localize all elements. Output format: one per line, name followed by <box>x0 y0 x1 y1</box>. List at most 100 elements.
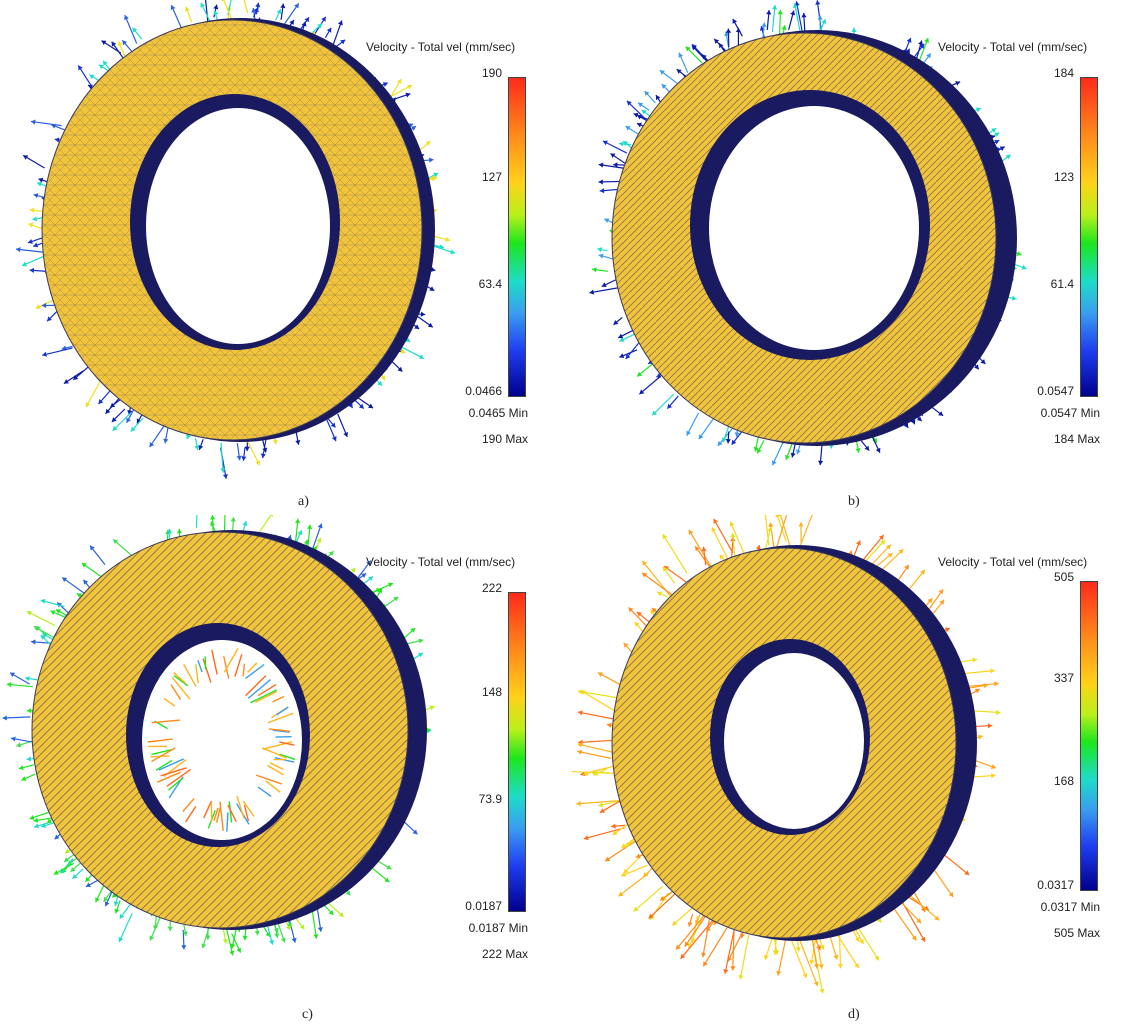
velocity-arrow-head <box>904 564 909 570</box>
velocity-arrow-head <box>297 530 303 536</box>
velocity-arrow <box>267 712 294 724</box>
velocity-arrow-head <box>903 422 909 428</box>
velocity-arrow-head <box>706 926 712 932</box>
velocity-arrow-head <box>583 835 589 841</box>
velocity-arrow-head <box>33 242 39 248</box>
velocity-arrow <box>247 662 258 673</box>
velocity-arrow-head <box>285 925 291 931</box>
min-value-label: 0.0547 Min <box>1040 406 1100 420</box>
velocity-arrow-head <box>33 193 39 199</box>
velocity-arrow-head <box>792 3 798 8</box>
panel-caption: b) <box>848 494 860 509</box>
velocity-arrow-head <box>51 123 57 129</box>
velocity-arrow-head <box>194 445 200 450</box>
velocity-arrow-head <box>377 588 383 594</box>
velocity-arrow-head <box>598 179 603 185</box>
panel-caption: d) <box>848 1007 860 1022</box>
velocity-arrow-head <box>815 0 821 5</box>
velocity-arrow <box>739 934 750 980</box>
velocity-arrow-head <box>753 446 759 452</box>
velocity-arrow <box>279 741 295 746</box>
velocity-arrow <box>234 654 243 677</box>
velocity-arrow <box>729 521 747 558</box>
velocity-arrow-head <box>236 947 242 953</box>
velocity-arrow-head <box>16 742 22 748</box>
velocity-arrow-head <box>698 434 704 440</box>
velocity-arrow-head <box>599 808 605 813</box>
legend-title: Velocity - Total vel (mm/sec) <box>366 555 516 569</box>
velocity-arrow <box>151 719 180 724</box>
velocity-arrow <box>798 938 819 987</box>
velocity-arrow-head <box>26 610 32 616</box>
velocity-arrow-head <box>613 162 618 168</box>
velocity-arrow-head <box>854 936 860 942</box>
velocity-arrow-head <box>200 2 206 8</box>
velocity-arrow-head <box>725 439 731 444</box>
velocity-arrow-head <box>23 155 29 160</box>
velocity-arrow-head <box>795 449 801 455</box>
velocity-arrow-head <box>405 92 411 98</box>
velocity-arrow-head <box>613 320 619 325</box>
velocity-arrow-head <box>78 65 83 71</box>
velocity-arrow-head <box>301 21 307 27</box>
velocity-arrow-head <box>991 773 996 779</box>
velocity-arrow-head <box>662 534 668 540</box>
velocity-arrow-head <box>427 322 433 328</box>
velocity-arrow-head <box>924 37 930 43</box>
velocity-arrow-head <box>95 897 100 903</box>
velocity-arrow-head <box>83 579 89 585</box>
velocity-arrow-head <box>384 877 390 883</box>
velocity-arrow-head <box>625 354 631 359</box>
velocity-arrow-head <box>731 439 737 445</box>
velocity-arrow-head <box>695 546 700 552</box>
velocity-arrow-head <box>38 177 44 183</box>
velocity-arrow-head <box>701 952 707 958</box>
color-scale-bar <box>1080 581 1098 891</box>
velocity-arrow-head <box>719 554 725 560</box>
velocity-arrow <box>243 804 250 822</box>
velocity-arrow-head <box>85 402 91 408</box>
velocity-arrow <box>182 797 195 812</box>
velocity-arrow <box>223 656 230 679</box>
velocity-arrow-head <box>348 403 353 408</box>
velocity-arrow-head <box>112 425 118 431</box>
velocity-arrow-head <box>149 935 155 941</box>
velocity-arrow-head <box>611 823 616 829</box>
velocity-arrow-head <box>875 447 881 453</box>
velocity-arrow-head <box>400 348 406 354</box>
velocity-arrow <box>815 937 823 969</box>
velocity-arrow-head <box>210 515 216 520</box>
velocity-arrow-head <box>659 70 665 75</box>
velocity-arrow <box>583 827 625 840</box>
velocity-arrow-head <box>598 162 604 168</box>
velocity-arrow <box>268 728 291 733</box>
velocity-arrow-head <box>920 936 926 942</box>
velocity-arrow-head <box>326 27 332 33</box>
velocity-arrow-head <box>242 521 248 526</box>
velocity-arrow-head <box>21 776 27 781</box>
velocity-arrow-head <box>382 82 388 87</box>
simulation-panel-c: Velocity - Total vel (mm/sec) 222 148 73… <box>0 515 572 1030</box>
velocity-arrow-head <box>577 749 583 755</box>
legend-title: Velocity - Total vel (mm/sec) <box>938 40 1088 54</box>
scale-tick-max: 184 <box>1053 66 1074 80</box>
velocity-arrow-head <box>717 440 723 446</box>
velocity-arrow <box>898 895 926 943</box>
velocity-arrow-head <box>90 545 95 551</box>
velocity-arrow-head <box>254 7 259 13</box>
velocity-arrow-head <box>977 734 983 740</box>
velocity-arrow-head <box>40 634 46 640</box>
min-value-label: 0.0317 Min <box>1040 900 1100 914</box>
velocity-arrow-head <box>598 802 604 808</box>
velocity-arrow-head <box>1011 295 1017 301</box>
velocity-arrow-head <box>1021 264 1027 270</box>
velocity-arrow-head <box>29 207 35 213</box>
velocity-arrow-head <box>604 218 610 224</box>
velocity-arrow-head <box>619 141 624 147</box>
velocity-arrow-head <box>995 709 1001 715</box>
velocity-arrow <box>265 780 281 793</box>
velocity-arrow-head <box>905 48 910 54</box>
velocity-arrow-head <box>637 371 643 377</box>
velocity-arrow-head <box>819 988 825 994</box>
max-value-label: 505 Max <box>1053 926 1100 940</box>
